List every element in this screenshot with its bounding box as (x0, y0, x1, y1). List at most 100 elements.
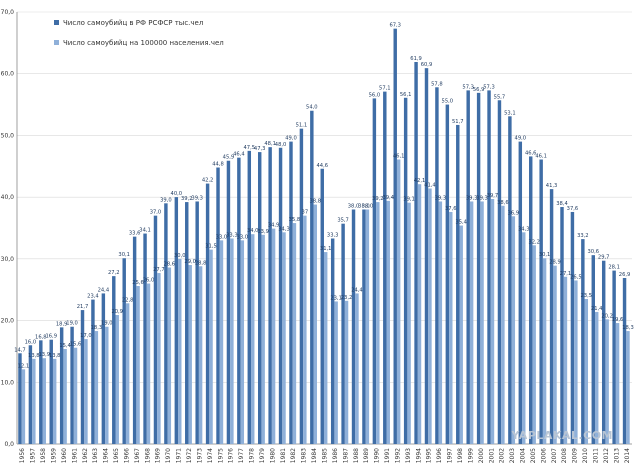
y-tick-label: 70,0 (1, 9, 15, 16)
bar-rate (438, 201, 443, 444)
data-label: 38,0 (348, 203, 360, 209)
data-label: 16,9 (45, 334, 57, 340)
bar-total (289, 141, 293, 444)
data-label: 13,8 (28, 353, 40, 359)
data-label: 20,9 (111, 309, 123, 315)
x-tick-label: 1993 (405, 448, 412, 463)
data-label: 39,3 (476, 195, 488, 201)
bars (18, 28, 630, 445)
bar-rate (469, 201, 474, 444)
bar-total (320, 168, 324, 445)
bar-rate (553, 265, 557, 444)
data-label: 48,1 (264, 141, 276, 147)
x-tick-label: 1991 (384, 448, 391, 463)
x-tick-label: 1988 (353, 448, 360, 463)
bar-total (226, 160, 231, 444)
bar-rate (365, 209, 370, 444)
bar-total (497, 100, 502, 444)
bar-total (456, 124, 460, 445)
data-label: 35,8 (289, 217, 301, 223)
bar-rate (42, 358, 46, 444)
bar-rate (542, 258, 547, 444)
x-tick-label: 1982 (290, 448, 297, 463)
x-tick-label: 2012 (603, 448, 610, 463)
bar-total (112, 276, 116, 444)
data-label: 19,0 (101, 321, 113, 327)
y-tick-label: 0,0 (4, 441, 14, 448)
x-tick-label: 2001 (488, 448, 495, 463)
bar-rate (125, 303, 130, 444)
bar-total (612, 270, 616, 444)
bar-total (257, 152, 262, 444)
data-label: 18,3 (622, 325, 634, 331)
bar-total (445, 104, 450, 445)
x-tick-label: 1972 (186, 448, 193, 463)
x-tick-label: 1968 (144, 448, 151, 463)
x-tick-label: 1977 (238, 448, 245, 463)
bar-rate (480, 201, 484, 444)
legend: Число самоубийц в РФ РСФСР тыс.чел Число… (54, 19, 224, 47)
data-label: 29,7 (598, 255, 610, 261)
bar-total (185, 202, 189, 444)
x-tick-label: 1996 (436, 448, 443, 463)
data-label: 57,8 (431, 81, 443, 87)
x-tick-label: 2005 (530, 448, 537, 463)
data-label: 24,4 (351, 287, 363, 293)
data-label: 40,0 (171, 191, 183, 197)
bar-rate (115, 315, 119, 444)
data-label: 35,7 (337, 218, 349, 224)
bar-rate (105, 326, 109, 444)
bar-rate (167, 267, 172, 444)
x-tick-label: 2011 (593, 448, 600, 463)
data-label: 46,1 (393, 153, 405, 159)
data-label: 67,3 (389, 23, 401, 29)
data-label: 22,8 (122, 297, 134, 303)
bar-total (424, 68, 429, 444)
data-label: 36,9 (508, 210, 520, 216)
x-tick-label: 1970 (165, 448, 172, 463)
bar-rate (271, 228, 276, 444)
bar-rate (605, 319, 609, 444)
bar-rate (386, 200, 390, 444)
bar-rate (251, 234, 255, 444)
data-label: 42,1 (414, 178, 426, 184)
bar-total (393, 28, 397, 445)
data-label: 44,8 (212, 162, 224, 168)
data-label: 26,9 (619, 272, 631, 278)
data-label: 16,0 (25, 339, 37, 345)
data-label: 57,3 (462, 84, 474, 90)
data-label: 37,0 (150, 210, 162, 216)
bar-total (310, 110, 314, 444)
x-tick-label: 1983 (301, 448, 308, 463)
x-tick-label: 2000 (478, 448, 485, 463)
data-label: 21,4 (591, 306, 603, 312)
data-label: 23,4 (87, 294, 99, 300)
y-tick-label: 60,0 (1, 71, 15, 78)
bar-rate (490, 198, 495, 444)
bar-total (351, 209, 356, 444)
data-label: 41,4 (424, 183, 436, 189)
bar-rate (334, 301, 338, 444)
bar-total (70, 326, 74, 444)
data-label: 13,8 (49, 353, 61, 359)
data-label: 33,3 (327, 232, 339, 238)
bar-rate (209, 249, 213, 444)
bar-rate (584, 298, 589, 444)
bar-rate (344, 300, 349, 444)
data-label: 31,5 (205, 244, 217, 250)
data-label: 25,6 (132, 280, 144, 286)
x-tick-label: 2003 (509, 448, 516, 463)
data-label: 39,7 (487, 193, 499, 199)
data-label: 39,3 (466, 195, 478, 201)
x-tick-label: 1964 (103, 448, 110, 463)
data-label: 56,9 (473, 87, 485, 93)
legend-swatch-rate (54, 40, 59, 45)
x-tick-label: 1963 (92, 448, 99, 463)
bar-rate (157, 273, 161, 444)
bar-rate (594, 311, 599, 444)
bar-total (622, 277, 627, 444)
data-label: 39,1 (403, 197, 415, 203)
bar-rate (376, 202, 380, 444)
x-tick-label: 1956 (19, 448, 26, 463)
bar-rate (626, 331, 630, 444)
